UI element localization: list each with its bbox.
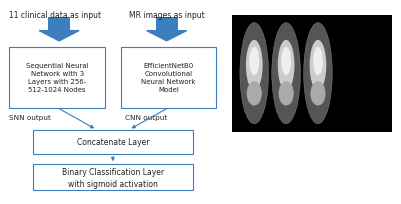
FancyBboxPatch shape: [9, 48, 105, 108]
FancyBboxPatch shape: [48, 18, 70, 31]
Text: Binary Classification Layer
with sigmoid activation: Binary Classification Layer with sigmoid…: [62, 167, 164, 188]
FancyBboxPatch shape: [121, 48, 217, 108]
FancyBboxPatch shape: [33, 164, 192, 191]
Ellipse shape: [278, 41, 294, 91]
Text: CNN output: CNN output: [125, 114, 167, 120]
Ellipse shape: [246, 41, 263, 91]
Ellipse shape: [240, 23, 269, 124]
FancyBboxPatch shape: [33, 130, 192, 154]
Ellipse shape: [247, 82, 262, 106]
Ellipse shape: [272, 23, 300, 124]
FancyBboxPatch shape: [156, 18, 178, 31]
Text: Concatenate Layer: Concatenate Layer: [77, 138, 149, 147]
Text: MR images as input: MR images as input: [129, 11, 205, 20]
Text: 11 clinical data as input: 11 clinical data as input: [9, 11, 101, 20]
Text: Sequential Neural
Network with 3
Layers with 256-
512-1024 Nodes: Sequential Neural Network with 3 Layers …: [26, 63, 89, 93]
Ellipse shape: [304, 23, 332, 124]
Ellipse shape: [310, 82, 326, 106]
Text: SNN output: SNN output: [9, 114, 51, 120]
Bar: [232, 16, 392, 132]
Ellipse shape: [310, 41, 326, 91]
Ellipse shape: [313, 48, 323, 76]
Ellipse shape: [249, 48, 259, 76]
Text: EfficientNetB0
Convolutional
Neural Network
Model: EfficientNetB0 Convolutional Neural Netw…: [141, 63, 196, 93]
Polygon shape: [39, 31, 79, 42]
Ellipse shape: [279, 82, 294, 106]
Ellipse shape: [281, 48, 291, 76]
Polygon shape: [147, 31, 186, 42]
